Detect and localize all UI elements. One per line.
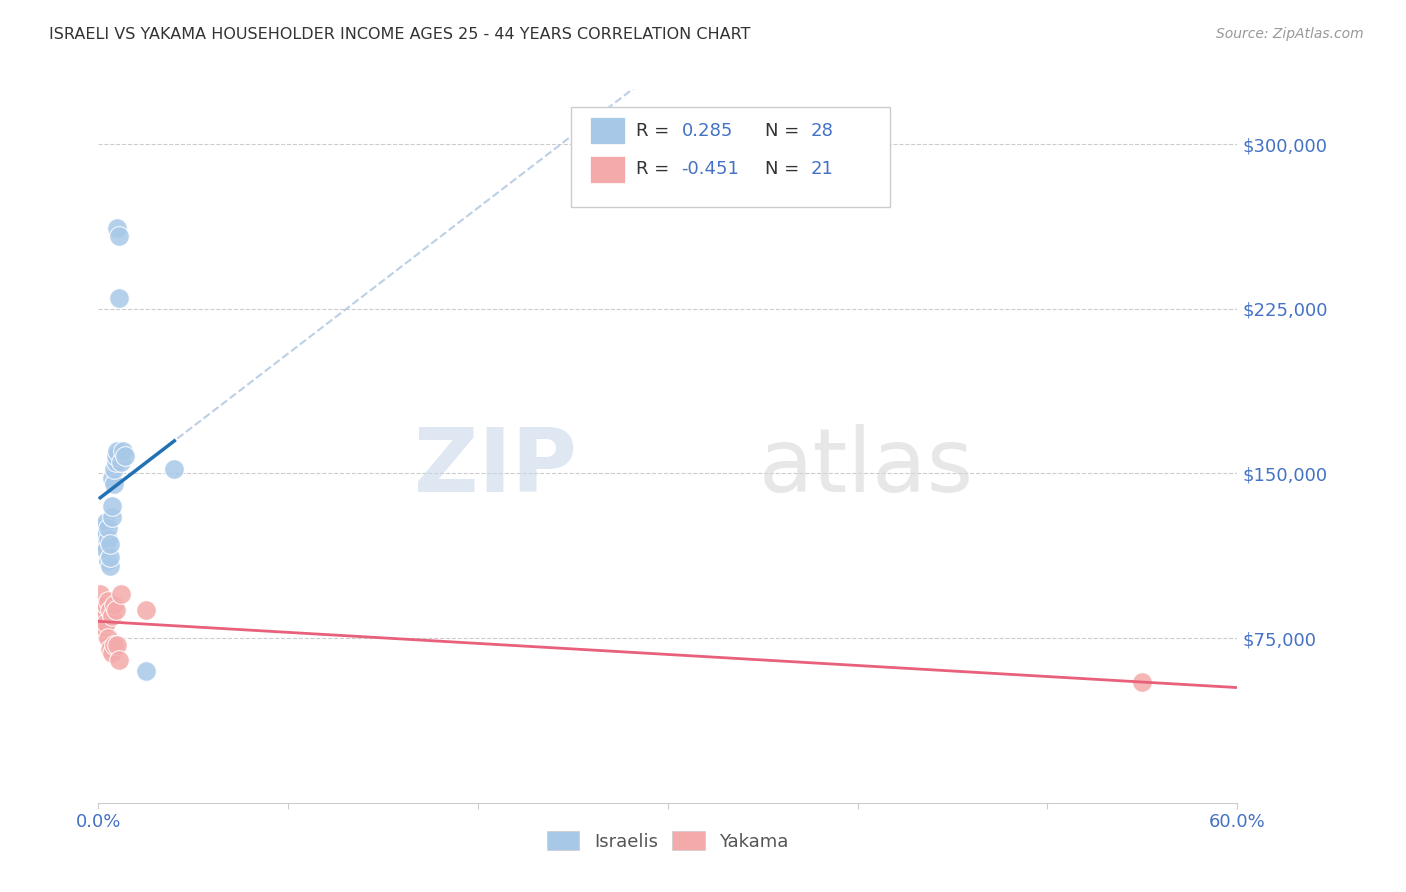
Point	[103, 462, 125, 476]
Point	[110, 587, 132, 601]
Point	[104, 602, 127, 616]
Point	[89, 533, 111, 547]
Point	[100, 647, 122, 661]
Point	[97, 533, 120, 547]
Point	[110, 455, 132, 469]
Point	[93, 537, 115, 551]
Text: -0.451: -0.451	[682, 161, 740, 178]
Point	[104, 455, 127, 469]
Point	[135, 602, 157, 616]
Point	[94, 615, 117, 630]
Point	[107, 638, 129, 652]
Point	[103, 477, 125, 491]
Point	[98, 537, 121, 551]
Point	[97, 594, 120, 608]
Point	[107, 220, 129, 235]
Text: atlas: atlas	[759, 424, 974, 511]
Text: N =: N =	[765, 121, 804, 139]
Text: ZIP: ZIP	[413, 424, 576, 511]
Point	[135, 664, 157, 678]
Text: 21: 21	[810, 161, 834, 178]
Point	[94, 598, 117, 612]
Text: N =: N =	[765, 161, 804, 178]
Point	[112, 444, 135, 458]
Legend: Israelis, Yakama: Israelis, Yakama	[540, 824, 796, 858]
Point	[91, 521, 114, 535]
Point	[91, 624, 114, 639]
Point	[114, 449, 136, 463]
Point	[98, 549, 121, 564]
Point	[98, 558, 121, 573]
Point	[103, 598, 125, 612]
Point	[98, 602, 121, 616]
Text: 0.285: 0.285	[682, 121, 733, 139]
Point	[100, 510, 122, 524]
Point	[97, 631, 120, 645]
Point	[103, 638, 125, 652]
Point	[94, 515, 117, 529]
Point	[104, 449, 127, 463]
Text: R =: R =	[636, 161, 675, 178]
Point	[93, 609, 115, 624]
Point	[98, 642, 121, 657]
Point	[108, 291, 131, 305]
Bar	[591, 155, 624, 183]
Text: 28: 28	[810, 121, 834, 139]
FancyBboxPatch shape	[571, 107, 890, 207]
Point	[100, 609, 122, 624]
Point	[91, 602, 114, 616]
Bar	[591, 117, 624, 145]
Text: Source: ZipAtlas.com: Source: ZipAtlas.com	[1216, 27, 1364, 41]
Point	[97, 554, 120, 568]
Point	[100, 471, 122, 485]
Point	[163, 462, 186, 476]
Text: ISRAELI VS YAKAMA HOUSEHOLDER INCOME AGES 25 - 44 YEARS CORRELATION CHART: ISRAELI VS YAKAMA HOUSEHOLDER INCOME AGE…	[49, 27, 751, 42]
Point	[93, 620, 115, 634]
Point	[108, 653, 131, 667]
Point	[1132, 675, 1154, 690]
Point	[107, 444, 129, 458]
Point	[93, 528, 115, 542]
Point	[94, 543, 117, 558]
Text: R =: R =	[636, 121, 675, 139]
Point	[100, 500, 122, 514]
Point	[97, 521, 120, 535]
Point	[108, 229, 131, 244]
Point	[89, 587, 111, 601]
